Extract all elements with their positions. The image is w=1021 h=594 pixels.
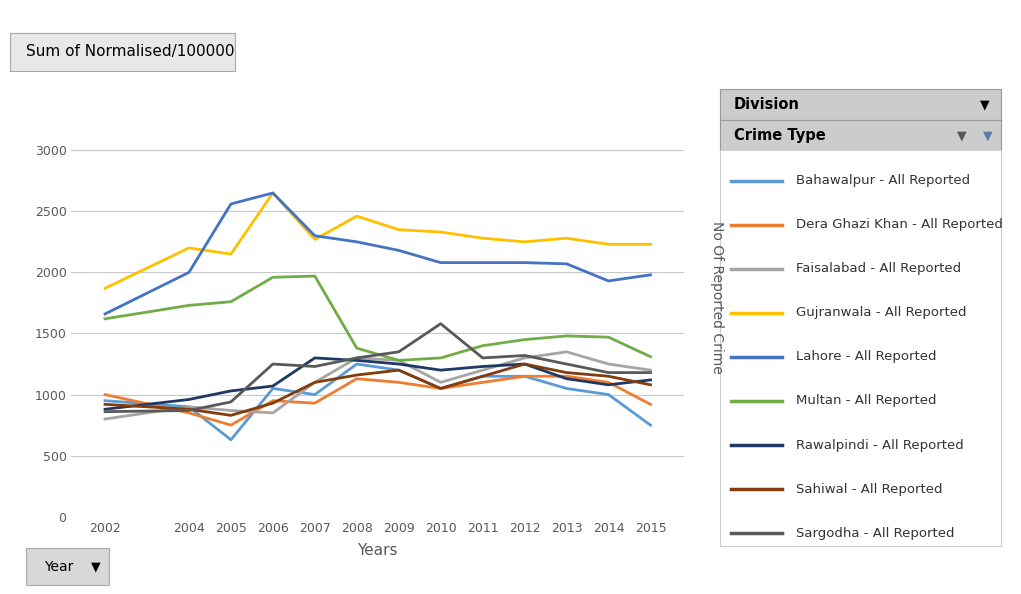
- Text: Multan - All Reported: Multan - All Reported: [795, 394, 936, 407]
- Text: ▼: ▼: [982, 129, 992, 142]
- Text: ▼: ▼: [980, 98, 989, 111]
- Text: Rawalpindi - All Reported: Rawalpindi - All Reported: [795, 438, 964, 451]
- Text: Gujranwala - All Reported: Gujranwala - All Reported: [795, 307, 966, 320]
- Text: Division: Division: [734, 97, 799, 112]
- Text: Sahiwal - All Reported: Sahiwal - All Reported: [795, 483, 942, 495]
- X-axis label: Years: Years: [357, 543, 398, 558]
- Text: Dera Ghazi Khan - All Reported: Dera Ghazi Khan - All Reported: [795, 218, 1003, 231]
- Text: No Of Reported Crime: No Of Reported Crime: [710, 220, 724, 374]
- Text: Bahawalpur - All Reported: Bahawalpur - All Reported: [795, 174, 970, 187]
- Text: Lahore - All Reported: Lahore - All Reported: [795, 350, 936, 364]
- Text: ▼: ▼: [91, 560, 100, 573]
- Text: Sargodha - All Reported: Sargodha - All Reported: [795, 527, 954, 540]
- Text: Crime Type: Crime Type: [734, 128, 826, 143]
- Text: Year: Year: [44, 560, 74, 574]
- Text: Faisalabad - All Reported: Faisalabad - All Reported: [795, 262, 961, 275]
- Text: ▼: ▼: [958, 129, 967, 142]
- Text: Sum of Normalised/100000: Sum of Normalised/100000: [26, 45, 235, 59]
